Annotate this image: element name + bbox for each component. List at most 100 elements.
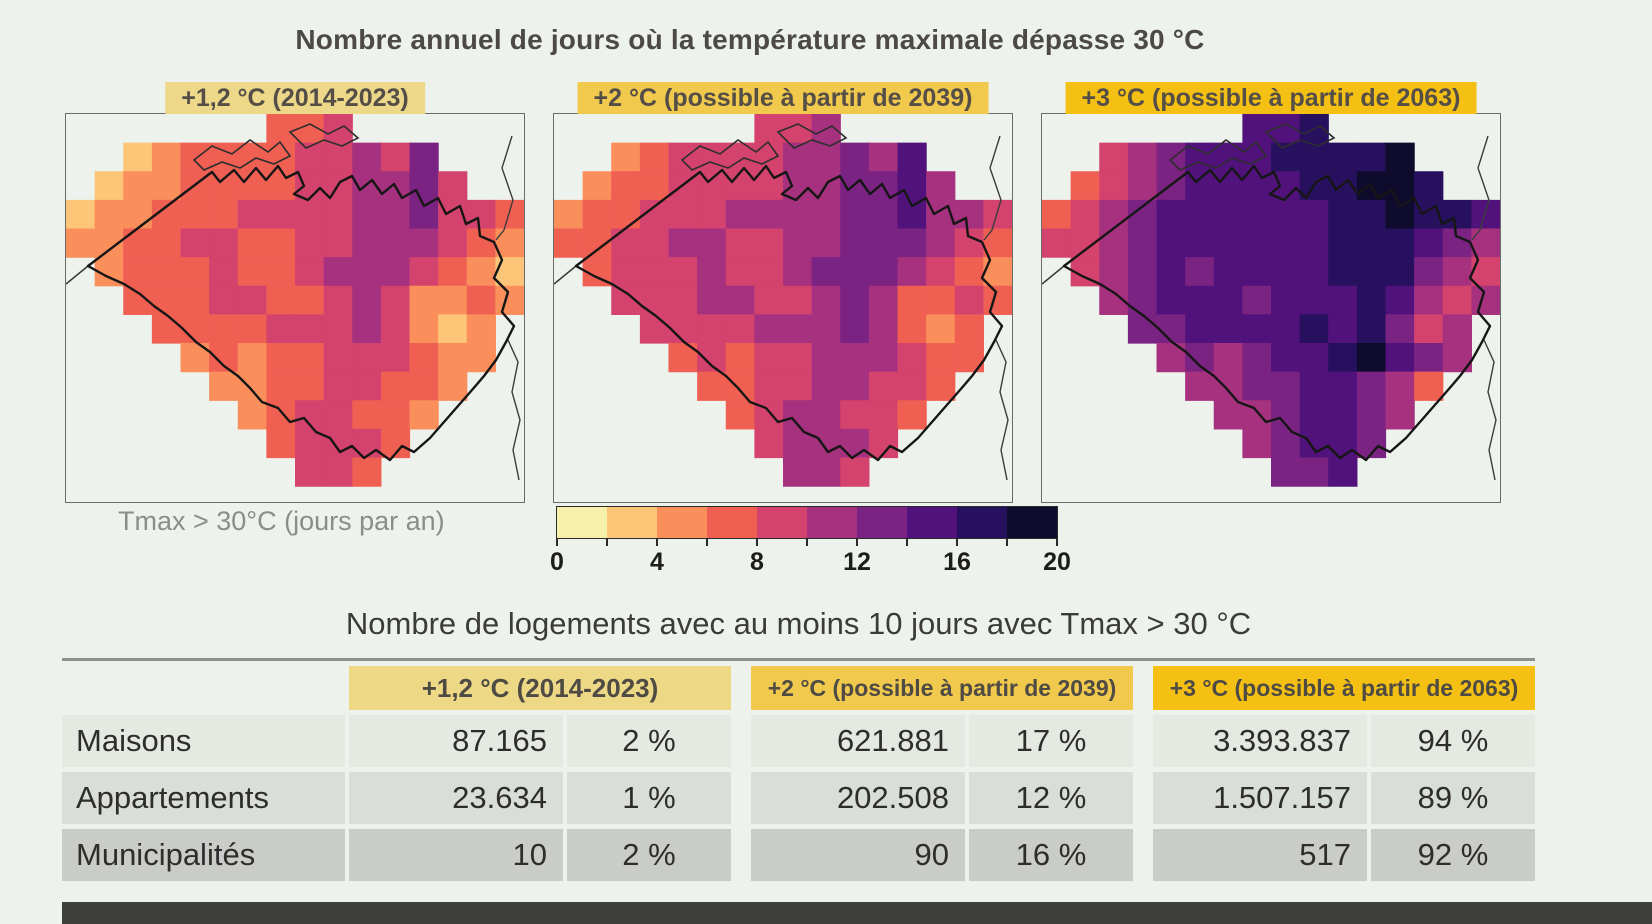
heatmap-cell bbox=[352, 343, 382, 373]
heatmap-cell bbox=[1156, 228, 1186, 258]
heatmap-cell bbox=[409, 343, 439, 373]
heatmap-cell bbox=[1385, 371, 1415, 401]
heatmap-cell bbox=[1356, 371, 1387, 401]
heatmap-cell bbox=[323, 285, 353, 315]
colorbar-tick bbox=[906, 538, 908, 546]
heatmap-cell bbox=[897, 343, 927, 373]
heatmap-cell bbox=[1185, 343, 1215, 373]
heatmap-cell bbox=[323, 142, 353, 172]
table-cell-count: 23.634 bbox=[349, 772, 563, 824]
table-cell-percent: 92 % bbox=[1371, 829, 1535, 881]
heatmap-cells-2c bbox=[554, 114, 1012, 487]
heatmap-cell bbox=[1271, 371, 1301, 401]
colorbar-segment bbox=[957, 507, 1007, 538]
heatmap-cell bbox=[438, 257, 468, 287]
heatmap-cell bbox=[266, 343, 296, 373]
heatmap-cell bbox=[754, 142, 784, 172]
heatmap-cell bbox=[180, 314, 210, 344]
table-cell-count: 90 bbox=[751, 829, 965, 881]
heatmap-cell bbox=[697, 314, 727, 344]
heatmap-cell bbox=[466, 257, 496, 287]
heatmap-cell bbox=[323, 199, 353, 230]
heatmap-cell bbox=[1242, 142, 1272, 172]
heatmap-cell bbox=[209, 314, 239, 344]
heatmap-cell bbox=[352, 285, 382, 315]
heatmap-cell bbox=[1442, 257, 1472, 287]
heatmap-cell bbox=[1271, 314, 1301, 344]
belgium-heatmap-2c bbox=[554, 114, 1012, 487]
heatmap-cell bbox=[323, 400, 353, 430]
heatmap-cell bbox=[1414, 343, 1444, 373]
heatmap-cell bbox=[554, 199, 584, 230]
heatmap-cell bbox=[897, 142, 927, 172]
heatmap-cell bbox=[1328, 457, 1358, 487]
heatmap-cell bbox=[438, 228, 468, 258]
heatmap-cell bbox=[209, 371, 239, 401]
heatmap-cell bbox=[811, 199, 841, 230]
heatmap-cell bbox=[409, 142, 439, 172]
heatmap-cell bbox=[1471, 257, 1500, 287]
heatmap-cell bbox=[295, 285, 325, 315]
table-cell-count: 3.393.837 bbox=[1153, 715, 1367, 767]
heatmap-cell bbox=[409, 371, 439, 401]
heatmap-cell bbox=[380, 400, 411, 430]
heatmap-cell bbox=[811, 343, 841, 373]
heatmap-cell bbox=[926, 314, 956, 344]
heatmap-cell bbox=[1127, 285, 1158, 315]
heatmap-cell bbox=[438, 285, 468, 315]
heatmap-cell bbox=[1328, 314, 1358, 344]
heatmap-cell bbox=[897, 171, 927, 201]
heatmap-cell bbox=[209, 199, 239, 230]
heatmap-cell bbox=[380, 314, 411, 344]
colorbar: 0 4 8 12 16 20 bbox=[550, 506, 1071, 576]
heatmap-cell bbox=[123, 228, 153, 258]
housing-table: +1,2 °C (2014-2023) +2 °C (possible à par… bbox=[62, 666, 1535, 881]
colorbar-segment bbox=[857, 507, 907, 538]
colorbar-segment bbox=[557, 507, 607, 538]
heatmap-cell bbox=[237, 199, 267, 230]
heatmap-cell bbox=[1414, 285, 1444, 315]
heatmap-cell bbox=[1213, 314, 1243, 344]
heatmap-cell bbox=[1328, 199, 1358, 230]
heatmap-cell bbox=[1299, 343, 1329, 373]
heatmap-cell bbox=[495, 199, 524, 230]
heatmap-cell bbox=[295, 343, 325, 373]
heatmap-cell bbox=[209, 228, 239, 258]
table-cell-count: 621.881 bbox=[751, 715, 965, 767]
table-cell-count: 87.165 bbox=[349, 715, 563, 767]
heatmap-cell bbox=[266, 314, 296, 344]
table-col-group-2: +2 °C (possible à partir de 2039) bbox=[751, 666, 1133, 710]
heatmap-cell bbox=[1213, 285, 1243, 315]
heatmap-cell bbox=[868, 257, 899, 287]
heatmap-cell bbox=[295, 228, 325, 258]
heatmap-cell bbox=[151, 171, 182, 201]
heatmap-cell bbox=[1271, 142, 1301, 172]
heatmap-cell bbox=[1099, 199, 1129, 230]
heatmap-cell bbox=[295, 457, 325, 487]
colorbar-tick bbox=[756, 538, 758, 546]
heatmap-cell bbox=[66, 228, 96, 258]
heatmap-cell bbox=[1242, 114, 1272, 144]
heatmap-cell bbox=[868, 371, 899, 401]
heatmap-cell bbox=[1099, 142, 1129, 172]
heatmap-cell bbox=[1385, 228, 1415, 258]
heatmap-cell bbox=[754, 314, 784, 344]
colorbar-tick-label: 8 bbox=[750, 548, 764, 576]
heatmap-cell bbox=[1156, 257, 1186, 287]
heatmap-cell bbox=[983, 199, 1012, 230]
heatmap-cell bbox=[840, 285, 870, 315]
table-col-group-1: +1,2 °C (2014-2023) bbox=[349, 666, 731, 710]
heatmap-cell bbox=[1299, 371, 1329, 401]
heatmap-cell bbox=[1213, 343, 1243, 373]
heatmap-cell bbox=[1156, 142, 1186, 172]
heatmap-cell bbox=[1356, 228, 1387, 258]
table-cell-count: 1.507.157 bbox=[1153, 772, 1367, 824]
heatmap-cell bbox=[1471, 285, 1500, 315]
heatmap-cell bbox=[352, 257, 382, 287]
heatmap-cell bbox=[1213, 228, 1243, 258]
heatmap-cell bbox=[840, 371, 870, 401]
heatmap-cell bbox=[323, 343, 353, 373]
heatmap-cell bbox=[380, 142, 411, 172]
heatmap-cell bbox=[697, 371, 727, 401]
